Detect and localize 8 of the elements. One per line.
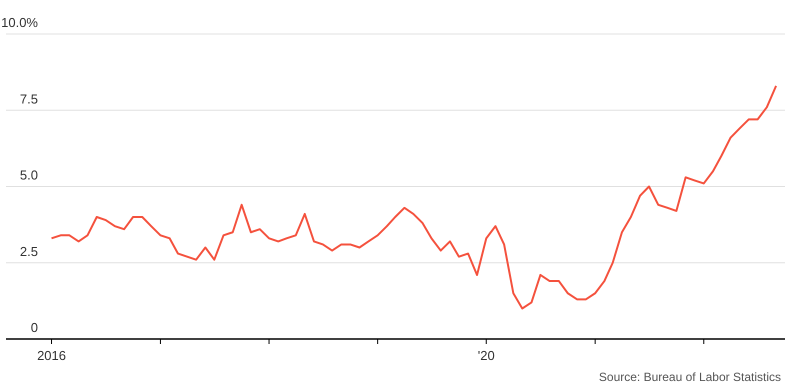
x-tick-label: 2016 — [37, 348, 66, 363]
y-tick-label: 2.5 — [20, 244, 38, 259]
x-tick-label: '20 — [478, 348, 495, 363]
y-tick-label: 5.0 — [20, 168, 38, 182]
y-tick-label: 0 — [30, 320, 38, 335]
y-tick-label: 10.0% — [1, 15, 38, 30]
y-tick-label: 7.5 — [20, 91, 38, 106]
source-note: Source: Bureau of Labor Statistics — [598, 370, 781, 384]
